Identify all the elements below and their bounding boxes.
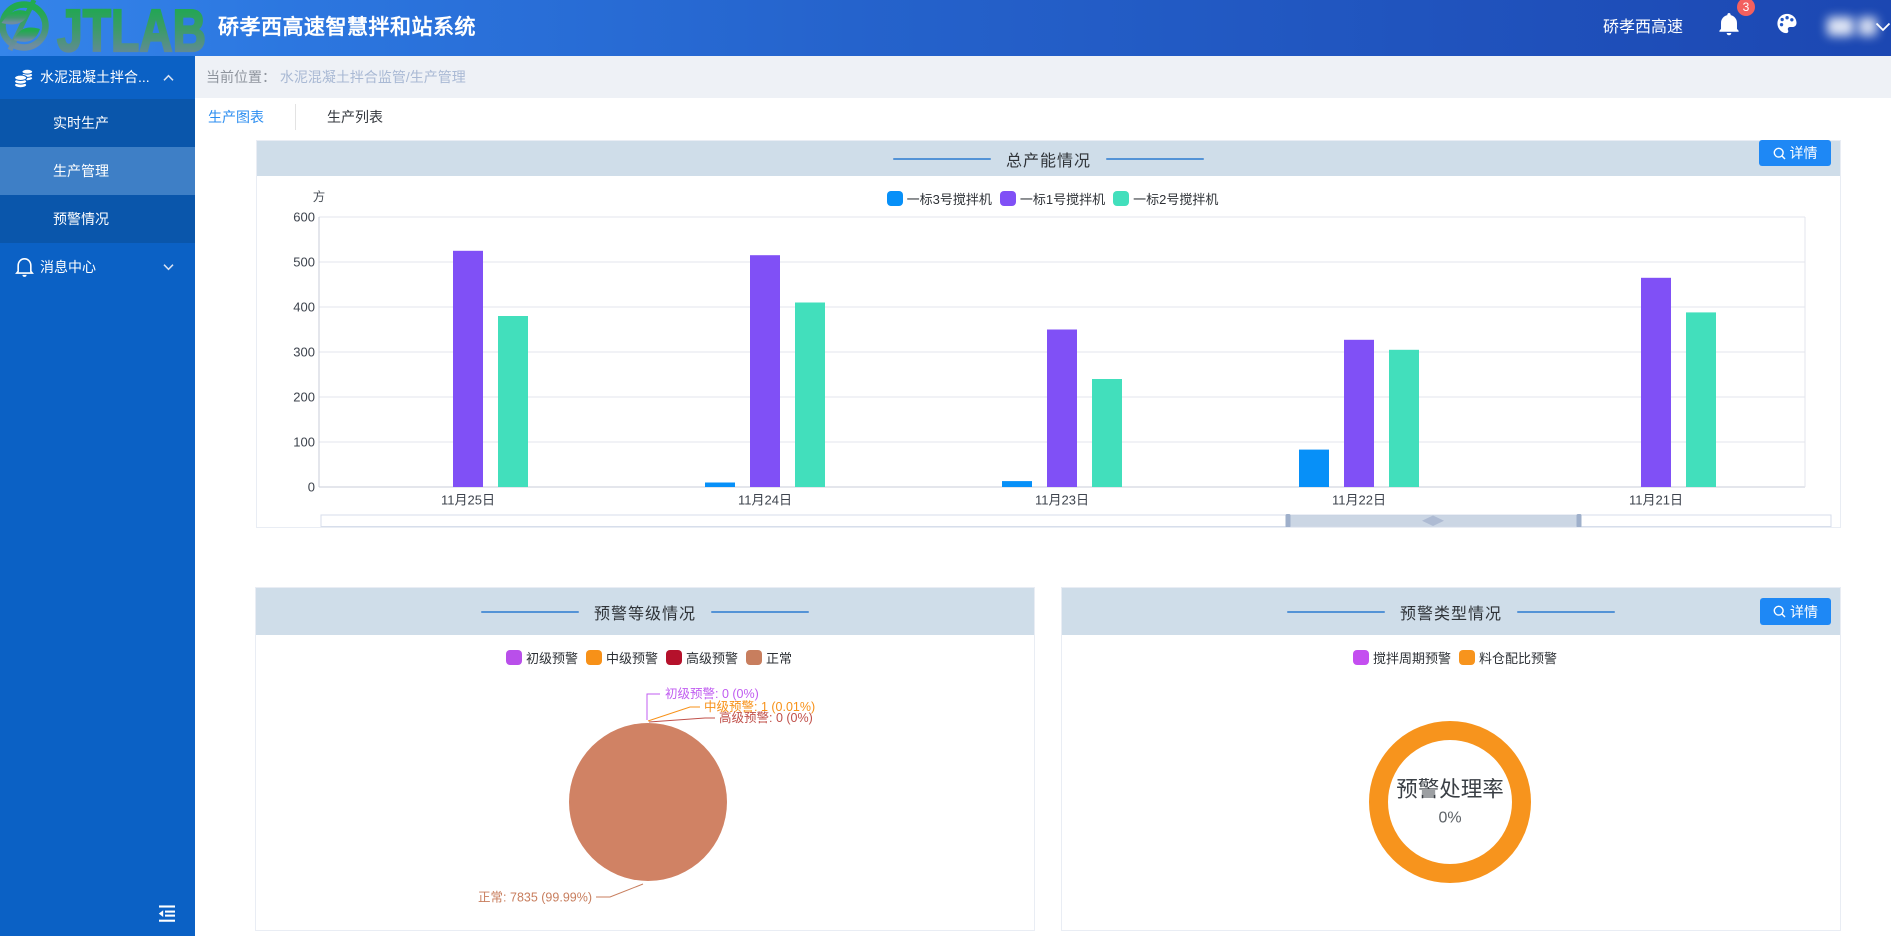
svg-text:200: 200: [293, 390, 315, 405]
svg-text:11月21日: 11月21日: [1629, 493, 1683, 508]
svg-text:600: 600: [293, 210, 315, 225]
svg-text:预警处理率: 预警处理率: [1396, 778, 1504, 802]
svg-text:正常: 7835 (99.99%): 正常: 7835 (99.99%): [478, 891, 592, 905]
svg-text:中级预警: 1 (0.01%): 中级预警: 1 (0.01%): [704, 699, 815, 714]
svg-text:11月22日: 11月22日: [1332, 493, 1386, 508]
svg-text:11月24日: 11月24日: [738, 493, 792, 508]
svg-text:11月25日: 11月25日: [441, 493, 495, 508]
svg-text:方: 方: [313, 189, 326, 204]
svg-text:100: 100: [293, 435, 315, 450]
svg-text:0%: 0%: [1438, 810, 1461, 827]
svg-text:JTLAB: JTLAB: [57, 0, 206, 56]
svg-text:400: 400: [293, 300, 315, 315]
svg-text:高级预警: 0 (0%): 高级预警: 0 (0%): [719, 710, 813, 725]
svg-text:500: 500: [293, 255, 315, 270]
svg-text:300: 300: [293, 345, 315, 360]
svg-text:11月23日: 11月23日: [1035, 493, 1089, 508]
svg-text:初级预警: 0 (0%): 初级预警: 0 (0%): [665, 686, 759, 701]
svg-text:0: 0: [308, 480, 315, 495]
